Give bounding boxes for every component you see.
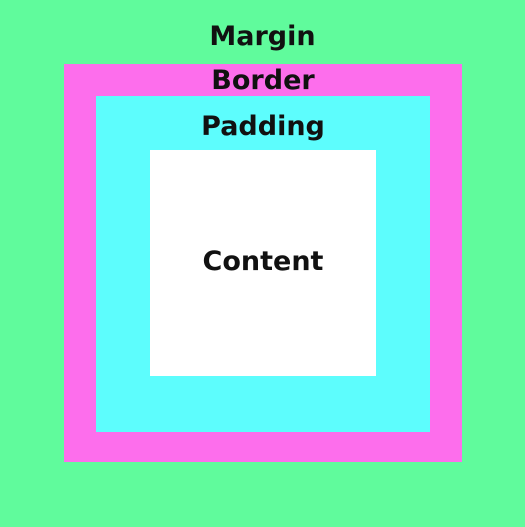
content-box — [150, 150, 376, 376]
content-label: Content — [202, 246, 324, 277]
padding-label: Padding — [201, 111, 325, 142]
margin-label: Margin — [209, 21, 316, 52]
border-label: Border — [211, 65, 315, 96]
